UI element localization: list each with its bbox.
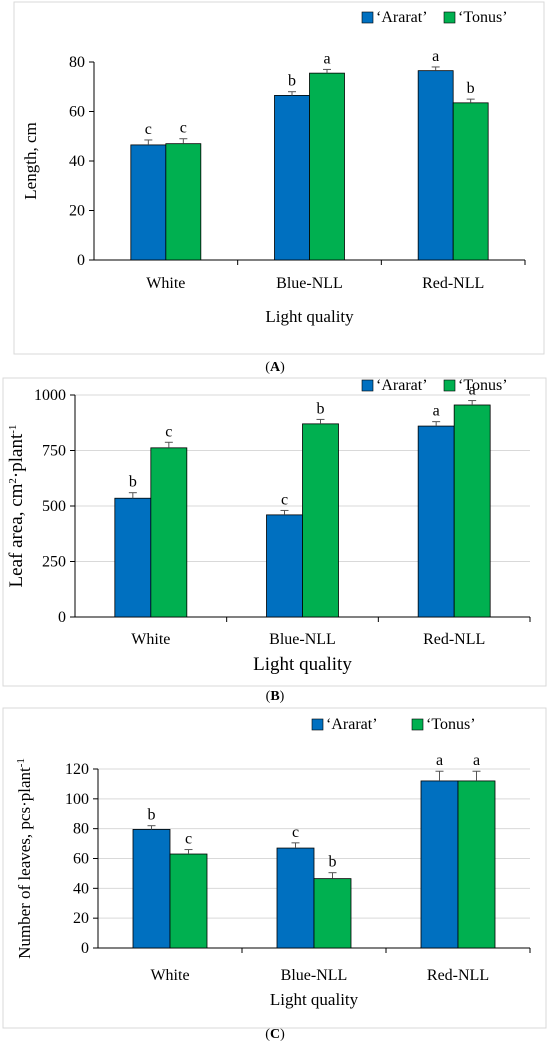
chart-b-svg: 0 250 500 750 1000 White b c Blue-NLL c b Red-NLL a a… bbox=[2, 377, 547, 687]
bar bbox=[420, 780, 459, 949]
bar bbox=[309, 72, 345, 261]
y-tick-label: 20 bbox=[73, 910, 89, 927]
legend-label: ‘Tonus’ bbox=[426, 716, 476, 733]
significance-letter: c bbox=[185, 831, 192, 848]
legend-label: ‘Ararat’ bbox=[326, 716, 378, 733]
bar bbox=[274, 95, 310, 261]
significance-letter: a bbox=[436, 752, 443, 769]
significance-letter: a bbox=[469, 382, 476, 399]
bar bbox=[417, 425, 455, 618]
bar bbox=[453, 404, 491, 618]
y-tick-label: 750 bbox=[42, 443, 66, 460]
x-tick-label: White bbox=[146, 275, 185, 292]
bar bbox=[457, 780, 496, 949]
y-tick-label: 40 bbox=[69, 153, 85, 170]
x-tick-label: Red-NLL bbox=[422, 275, 484, 292]
x-tick-label: Blue-NLL bbox=[269, 631, 336, 648]
significance-letter: b bbox=[288, 73, 296, 90]
x-tick-label: Red-NLL bbox=[427, 967, 489, 984]
x-axis-title: Light quality bbox=[265, 307, 354, 326]
y-axis-title: Number of leaves, pcs·plant-1 bbox=[15, 758, 34, 959]
chart-c-svg: 0 20 40 60 80 100 120 White b c Blue-NLL c b Red-NLL a… bbox=[2, 707, 547, 1029]
significance-letter: a bbox=[432, 48, 439, 65]
x-tick-label: Blue-NLL bbox=[281, 967, 348, 984]
x-tick-label: Red-NLL bbox=[423, 631, 485, 648]
significance-letter: a bbox=[433, 403, 440, 420]
chart-panel-b: 0 250 500 750 1000 White b c Blue-NLL c b Red-NLL a a… bbox=[0, 376, 550, 688]
bar bbox=[165, 143, 202, 261]
bar bbox=[150, 447, 188, 618]
y-axis-title: Length, cm bbox=[21, 122, 40, 199]
significance-letter: a bbox=[473, 752, 480, 769]
legend-swatch bbox=[411, 718, 424, 731]
bar bbox=[313, 878, 352, 949]
x-axis-title: Light quality bbox=[253, 654, 352, 675]
y-tick-label: 0 bbox=[77, 252, 85, 269]
x-tick-label: Blue-NLL bbox=[276, 275, 343, 292]
bar bbox=[130, 144, 167, 261]
legend-swatch bbox=[443, 379, 456, 392]
chart-a-svg: 0 20 40 60 80 White c c Blue-NLL b a Red-NLL a b Light… bbox=[13, 1, 545, 355]
y-tick-label: 120 bbox=[65, 761, 89, 778]
significance-letter: b bbox=[129, 474, 137, 491]
bar bbox=[132, 829, 171, 949]
significance-letter: c bbox=[145, 121, 152, 138]
y-tick-label: 0 bbox=[58, 609, 66, 626]
bar bbox=[417, 70, 454, 261]
significance-letter: b bbox=[317, 400, 325, 417]
legend-swatch bbox=[361, 379, 374, 392]
x-tick-label: White bbox=[150, 967, 189, 984]
bar bbox=[266, 514, 303, 618]
legend-label: ‘Ararat’ bbox=[376, 377, 428, 394]
legend-label: ‘Tonus’ bbox=[458, 9, 508, 26]
significance-letter: b bbox=[148, 807, 156, 824]
caption-c: (C) bbox=[265, 1027, 285, 1042]
y-tick-label: 500 bbox=[42, 498, 66, 515]
y-tick-label: 40 bbox=[73, 880, 89, 897]
caption-b: (B) bbox=[265, 689, 285, 704]
y-tick-label: 60 bbox=[73, 851, 89, 868]
y-tick-label: 1000 bbox=[34, 387, 66, 404]
significance-letter: c bbox=[180, 120, 187, 137]
bar bbox=[114, 497, 152, 618]
y-axis-title: Leaf area, cm2·plant-1 bbox=[6, 425, 27, 588]
bar bbox=[302, 423, 339, 618]
bar bbox=[276, 847, 315, 949]
y-tick-label: 80 bbox=[69, 54, 85, 71]
significance-letter: c bbox=[292, 824, 299, 841]
x-tick-label: White bbox=[131, 631, 170, 648]
significance-letter: c bbox=[281, 491, 288, 508]
x-axis-title: Light quality bbox=[270, 990, 359, 1009]
y-tick-label: 0 bbox=[81, 940, 89, 957]
chart-panel-a: 0 20 40 60 80 White c c Blue-NLL b a Red-NLL a b Light… bbox=[0, 0, 550, 360]
significance-letter: b bbox=[329, 854, 337, 871]
y-tick-label: 100 bbox=[65, 791, 89, 808]
significance-letter: a bbox=[323, 50, 330, 67]
caption-a: (A) bbox=[265, 360, 285, 375]
legend-label: ‘Ararat’ bbox=[376, 9, 428, 26]
y-tick-label: 60 bbox=[69, 104, 85, 121]
bar bbox=[452, 102, 489, 261]
legend-swatch bbox=[361, 11, 374, 24]
bar bbox=[169, 853, 208, 949]
y-tick-label: 250 bbox=[42, 554, 66, 571]
legend-swatch bbox=[311, 718, 324, 731]
significance-letter: c bbox=[165, 423, 172, 440]
chart-panel-c: 0 20 40 60 80 100 120 White b c Blue-NLL c b Red-NLL a… bbox=[0, 707, 550, 1029]
legend-label: ‘Tonus’ bbox=[458, 377, 508, 394]
y-tick-label: 80 bbox=[73, 821, 89, 838]
significance-letter: b bbox=[467, 80, 475, 97]
y-tick-label: 20 bbox=[69, 203, 85, 220]
legend-swatch bbox=[443, 11, 456, 24]
